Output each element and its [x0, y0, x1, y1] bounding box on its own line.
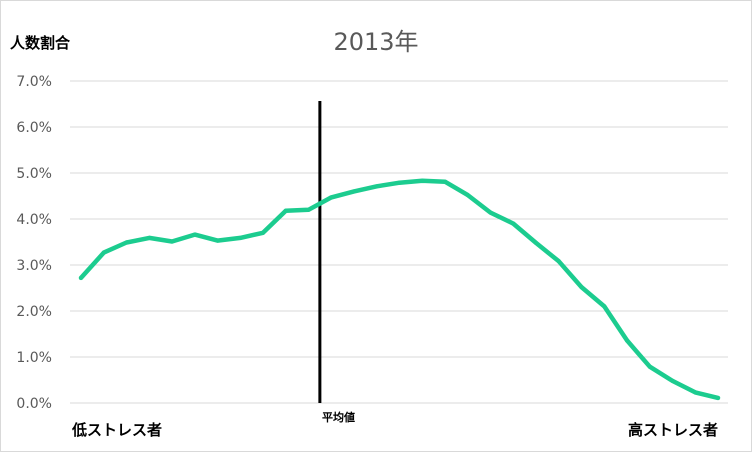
data-point — [670, 378, 675, 383]
y-tick-label: 6.0% — [16, 120, 52, 136]
x-axis-label-high: 高ストレス者 — [627, 421, 718, 439]
y-tick-label: 7.0% — [16, 74, 52, 90]
data-point — [579, 285, 584, 290]
data-point — [261, 230, 265, 235]
data-point — [124, 240, 129, 245]
data-point — [306, 207, 311, 212]
mean-label: 平均値 — [322, 411, 355, 424]
data-point — [511, 221, 516, 226]
data-point — [534, 240, 538, 245]
chart-title: 2013年 — [333, 28, 419, 56]
data-point — [716, 395, 720, 400]
data-point — [602, 304, 607, 309]
data-point — [215, 238, 220, 243]
y-tick-label: 0.0% — [16, 396, 52, 412]
data-point — [352, 189, 356, 194]
data-point — [647, 364, 652, 369]
y-tick-label: 3.0% — [16, 258, 52, 274]
data-point — [693, 390, 698, 395]
y-axis-label: 人数割合 — [10, 34, 71, 52]
data-point — [443, 179, 447, 184]
data-point — [238, 235, 243, 240]
data-point — [101, 250, 106, 255]
data-point — [625, 338, 629, 343]
data-point — [397, 180, 402, 185]
data-point — [147, 235, 152, 240]
data-point — [79, 275, 83, 280]
y-tick-label: 1.0% — [16, 350, 52, 366]
data-point — [465, 193, 470, 198]
data-point — [192, 232, 197, 237]
y-tick-label: 2.0% — [16, 304, 52, 320]
data-point — [374, 184, 379, 189]
data-point — [170, 239, 174, 244]
data-point — [420, 178, 425, 183]
x-axis-label-low: 低ストレス者 — [72, 421, 163, 439]
data-point — [283, 208, 288, 213]
y-tick-label: 5.0% — [16, 166, 52, 182]
series-line — [78, 178, 721, 401]
data-point — [329, 195, 334, 200]
data-point — [556, 259, 561, 264]
data-point — [488, 210, 493, 215]
y-tick-label: 4.0% — [16, 212, 52, 228]
